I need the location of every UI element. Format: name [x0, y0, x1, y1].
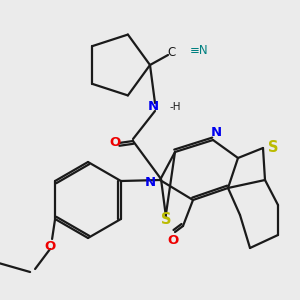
Text: ≡N: ≡N [190, 44, 208, 58]
Text: O: O [44, 241, 56, 254]
Text: S: S [268, 140, 278, 155]
Text: S: S [161, 212, 171, 226]
Text: N: N [210, 125, 222, 139]
Text: O: O [110, 136, 121, 149]
Text: O: O [167, 233, 178, 247]
Text: -H: -H [169, 102, 181, 112]
Text: C: C [168, 46, 176, 59]
Text: N: N [147, 100, 159, 113]
Text: N: N [144, 176, 156, 190]
